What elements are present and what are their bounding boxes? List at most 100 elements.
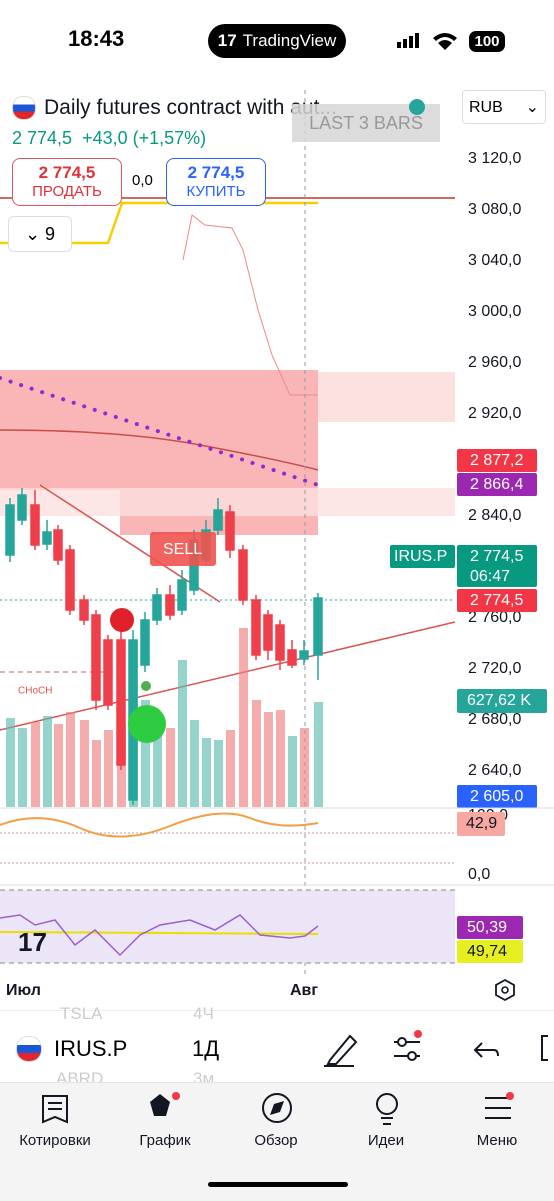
nav-item[interactable]: Меню [476,1132,518,1149]
axis-label: 3 040,0 [468,252,521,269]
indicator-count: 9 [45,224,56,244]
chevron: ⌄ [525,99,539,116]
sell-price: 2 774,5 [38,163,96,182]
market-open-dot [409,99,425,115]
nav-item[interactable]: Идеи [367,1132,405,1149]
badge-text: 2 877,2 [470,452,523,469]
axis-label: 2 680,0 [468,711,521,728]
home-indicator [208,1182,348,1187]
symbol-header[interactable]: Daily futures contract with aut... [12,96,337,120]
trend-line [0,621,456,731]
tv-logo: 17 [217,31,237,50]
symbol-button[interactable]: IRUS.P [16,1036,127,1062]
badge [457,785,537,808]
price-line: 2 774,5 +43,0 (+1,57%) [12,128,206,149]
indicators-icon[interactable] [394,1037,420,1061]
badge-text: IRUS.P [394,548,447,565]
interval-button[interactable]: 1Д [192,1036,220,1061]
bottom-nav [0,1082,554,1201]
rsi-ma [0,931,319,935]
badge-text: 2 774,5 [470,548,523,565]
badge [457,545,537,587]
change: +43,0 (+1,57%) [82,128,207,148]
zone-extension [318,372,455,422]
buy-marker [128,705,166,743]
badge-text: 2 605,0 [470,788,523,805]
sell-label [150,532,216,566]
price-axis: 3 120,0 3 080,0 3 040,0 3 000,0 2 960,0 … [468,150,521,779]
axis-label: 3 120,0 [468,150,521,167]
chart-area: SELL CHoCH 3 120,0 3 080,0 3 040,0 3 000… [0,90,554,1002]
app-name: TradingView [242,31,337,50]
axis-label: 2 760,0 [468,609,521,626]
nav-icons [42,1092,514,1125]
nav-item[interactable]: Котировки [19,1132,91,1149]
badge [457,812,505,836]
battery: 100 [469,31,505,52]
badge [457,689,547,713]
spread: 0,0 [132,172,153,189]
badge-text: 42,9 [466,815,497,832]
badge [457,473,537,496]
buy-label: КУПИТЬ [186,183,246,200]
dynamic-island: 17 TradingView [208,24,346,58]
buy-button[interactable]: 2 774,5 КУПИТЬ [166,158,266,206]
flag [16,1036,42,1062]
axis-label: 2 920,0 [468,405,521,422]
settings-icon[interactable] [495,978,515,1002]
symbol: IRUS.P [54,1036,128,1061]
badge [457,940,523,963]
badge-text: 06:47 [470,568,510,585]
axis-label: 3 000,0 [468,303,521,320]
currency-select[interactable]: RUB ⌄ [462,90,546,124]
badge-text: 49,74 [467,943,507,960]
candles [5,488,323,805]
currency: RUB [469,99,503,116]
volume [6,628,323,807]
sell-text: SELL [163,541,202,558]
badge-text: 2 774,5 [470,592,523,609]
price: 2 774,5 [12,128,73,148]
cloud-line [182,214,318,396]
undo-icon[interactable] [473,1042,499,1058]
toolbar-icons [324,1030,548,1067]
sell-marker [110,608,134,632]
badge [457,589,537,612]
choch-text: CHoCH [18,686,52,697]
toolbar [0,1010,554,1083]
osc-line [0,812,319,838]
buy-price: 2 774,5 [187,163,245,182]
signal-icons [397,33,457,50]
clock: 18:43 [68,26,125,51]
signal-dot [141,681,151,691]
rsi-line [0,914,319,957]
nav-item[interactable]: Обзор [254,1132,298,1149]
tv-watermark: 17 [18,927,47,957]
sell-button[interactable]: 2 774,5 ПРОДАТЬ [12,158,122,206]
axis-label: 2 840,0 [468,507,521,524]
nav-item[interactable]: График [139,1132,191,1149]
axis-label: 0,0 [468,866,490,883]
indicators-toggle[interactable]: ⌄ 9 [8,216,72,252]
badge [457,449,537,472]
axis-label: 3 080,0 [468,201,521,218]
rsi-band [0,890,455,963]
sell-label: ПРОДАТЬ [32,183,102,200]
draw-icon[interactable] [324,1034,358,1067]
flag [12,96,36,120]
more-icon[interactable] [541,1035,548,1061]
badge-text: 2 866,4 [470,476,523,493]
title: Daily futures contract with aut... [44,96,337,119]
badge [390,545,455,568]
time-label: Авг [290,982,318,999]
badge-text: 627,62 K [467,692,531,709]
axis-label: 2 640,0 [468,762,521,779]
axis-label: 2 960,0 [468,354,521,371]
ghost-symbol: TSLA [60,1004,103,1023]
ghost-interval: 4Ч [193,1004,214,1023]
axis-label: 2 720,0 [468,660,521,677]
dotted-trend [0,376,320,487]
time-label: Июл [6,982,41,999]
badge [457,916,523,939]
